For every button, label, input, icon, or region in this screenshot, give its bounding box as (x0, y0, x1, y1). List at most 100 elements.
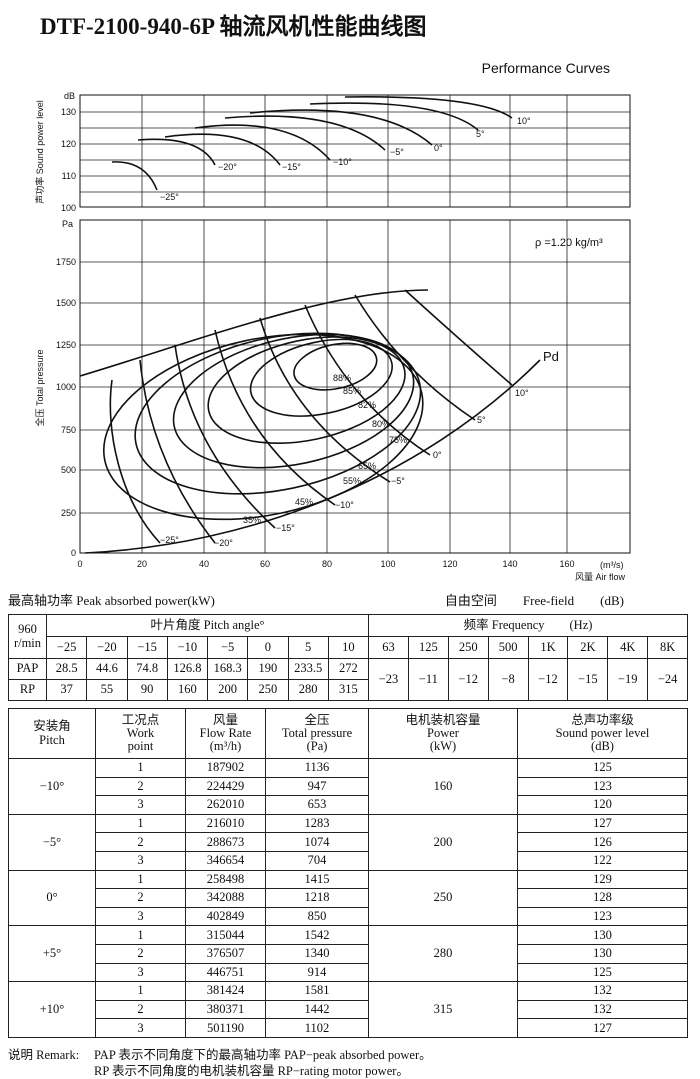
row: RP 37 55 90 160 200 250 280 315 (8, 679, 688, 701)
cell-line: 电机装机容量 (405, 712, 481, 727)
pitch-label: 0° (433, 450, 442, 460)
flow-rate: 381424 (185, 981, 266, 1001)
pitch: −25 (45, 636, 88, 659)
flow-rate: 258498 (185, 869, 266, 890)
rp-value: 315 (327, 679, 370, 701)
cell-line: Work (126, 725, 155, 740)
y-tick-label: 110 (62, 171, 76, 181)
pap-value: 126.8 (166, 658, 209, 680)
efficiency-label: 85% (343, 386, 361, 396)
row: 2 288673 1074 126 (9, 832, 688, 852)
rp-value: 200 (206, 679, 249, 701)
flow-rate: 402849 (185, 906, 266, 927)
correction: −11 (407, 658, 449, 701)
freq: 1K (527, 636, 569, 659)
pitch: −15 (126, 636, 168, 659)
correction: −12 (527, 658, 569, 701)
row: +5° 1 315044 1542 280 130 (8, 925, 688, 983)
correction: −8 (487, 658, 529, 701)
row: 2 380371 1442 132 (9, 999, 688, 1020)
pitch-label: −10° (335, 500, 354, 510)
cell-line: (kW) (429, 739, 457, 754)
pap-value: 74.8 (126, 658, 168, 680)
sound-level: 125 (517, 758, 688, 778)
y-tick-label: 1250 (56, 340, 76, 350)
y-tick-label: 500 (61, 465, 76, 475)
correction: −24 (647, 658, 689, 701)
rp-value: 280 (287, 679, 329, 701)
flow-rate: 501190 (185, 1018, 266, 1038)
row: 3 501190 1102 127 (9, 1018, 688, 1038)
freq: 250 (447, 636, 489, 659)
cell-line: 风量 (212, 712, 238, 727)
title: DTF-2100-940-6P 轴流风机性能曲线图 (40, 13, 427, 39)
header-cell: 总声功率级 Sound power level (dB) (517, 708, 688, 759)
charts: DTF-2100-940-6P 轴流风机性能曲线图 Performance Cu… (34, 13, 631, 582)
speed-cell: 960 r/min (8, 614, 47, 659)
pitch-label: −5° (391, 476, 405, 486)
total-pressure: 947 (265, 776, 369, 797)
x-tick-label: 20 (137, 559, 147, 569)
row: 960 r/min 叶片角度 Pitch angle° 频率 Frequency (H… (8, 614, 689, 659)
pap-value: 272 (327, 658, 370, 680)
work-point: 2 (95, 776, 186, 797)
total-pressure: 1415 (265, 869, 369, 890)
pitch-label: −20° (214, 538, 233, 548)
y-tick-label: 1000 (56, 382, 76, 392)
subtitle: Performance Curves (482, 60, 610, 76)
row: 2 224429 947 123 (9, 776, 688, 797)
total-pressure: 1442 (265, 999, 369, 1020)
total-pressure: 914 (265, 962, 369, 983)
sound-frame (79, 94, 631, 208)
pap-value: 44.6 (86, 658, 128, 680)
work-point: 3 (95, 906, 186, 927)
efficiency-label: 80% (372, 419, 390, 429)
cell-line: 总声功率级 (571, 712, 634, 727)
row-label: RP (8, 679, 47, 701)
pitch: −20 (86, 636, 128, 659)
flow-rate: 224429 (185, 776, 266, 797)
row: 0° 1 258498 1415 250 129 (8, 869, 688, 927)
total-pressure: 850 (265, 906, 369, 927)
cell-line: Total pressure (281, 725, 353, 740)
work-point: 1 (95, 981, 186, 1001)
freq: 2K (567, 636, 609, 659)
caption-right: 自由空间 Free-field (dB) (444, 593, 624, 608)
cell-line: r/min (13, 635, 42, 650)
pap-value: 233.5 (287, 658, 329, 680)
cell-line: Flow Rate (199, 725, 252, 740)
sound-level: 130 (517, 925, 688, 945)
rp-value: 37 (45, 679, 88, 701)
curve-label: −25° (160, 192, 179, 202)
header-cell: 全压 Total pressure (Pa) (265, 708, 369, 759)
flow-rate: 342088 (185, 888, 266, 908)
correction: −19 (607, 658, 649, 701)
row: −25 −20 −15 −10 −5 0 5 10 63 125 250 500 1K 2K 4K 8K (9, 636, 689, 659)
x-tick-label: 120 (442, 559, 457, 569)
work-point: 2 (95, 943, 186, 964)
row: 3 402849 850 123 (9, 906, 688, 927)
header-row: 安装角 Pitch 工况点 Work point 风量 Flow Rate (m³/h) 全压 T… (8, 708, 688, 759)
row-label: PAP (8, 658, 47, 680)
total-pressure: 1102 (265, 1018, 369, 1038)
sound-unit: dB (64, 91, 75, 101)
pitch: −10 (166, 636, 209, 659)
rp-value: 250 (247, 679, 289, 701)
header-cell: 风量 Flow Rate (m³/h) (185, 708, 266, 759)
total-pressure: 653 (265, 795, 369, 815)
header-cell: 工况点 Work point (95, 708, 186, 759)
freq: 8K (647, 636, 689, 659)
flow-rate: 376507 (185, 943, 266, 964)
curve-label: −10° (333, 157, 352, 167)
total-pressure: 1283 (265, 813, 369, 834)
pitch-cell: −5° (8, 813, 96, 871)
sound-level: 120 (517, 795, 688, 815)
row: 3 262010 653 120 (9, 795, 688, 815)
pitch-label: −25° (160, 535, 179, 545)
pitch-cell: +10° (8, 981, 96, 1038)
pressure-curves (79, 289, 541, 554)
cell-line: Sound power level (555, 725, 650, 740)
flow-rate: 288673 (185, 832, 266, 852)
pitch-label: −15° (276, 523, 295, 533)
